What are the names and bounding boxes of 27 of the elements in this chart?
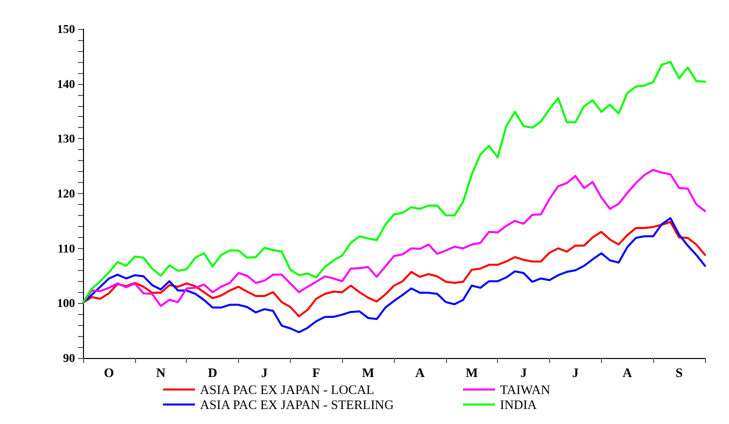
legend-label: INDIA [500,397,538,412]
x-tick-label: J [572,365,580,380]
x-tick-label: D [208,365,218,380]
x-tick-label: M [362,365,374,380]
line-series [82,168,706,307]
y-tick-label: 110 [58,241,75,256]
x-tick-label: F [312,365,320,380]
y-tick-label: 130 [57,132,75,146]
x-tick-label: M [466,365,478,380]
x-tick-label: S [675,365,683,380]
legend-label: ASIA PAC EX JAPAN - STERLING [200,397,394,412]
x-tick-label: J [520,365,528,380]
y-tick-label: 90 [63,351,75,365]
legend-label: TAIWAN [500,382,551,397]
legend-label: ASIA PAC EX JAPAN - LOCAL [200,382,374,397]
y-tick-label: 140 [57,76,75,91]
x-tick-label: J [261,365,268,380]
y-tick-label: 150 [57,22,75,36]
line-series [82,221,706,318]
x-tick-label: N [156,365,166,380]
y-tick-label: 100 [57,296,75,310]
line-series [82,217,706,334]
y-tick-label: 120 [57,186,75,200]
line-series [82,60,706,304]
x-tick-label: A [622,365,633,380]
x-tick-label: A [415,365,426,380]
x-tick-label: O [104,365,114,380]
